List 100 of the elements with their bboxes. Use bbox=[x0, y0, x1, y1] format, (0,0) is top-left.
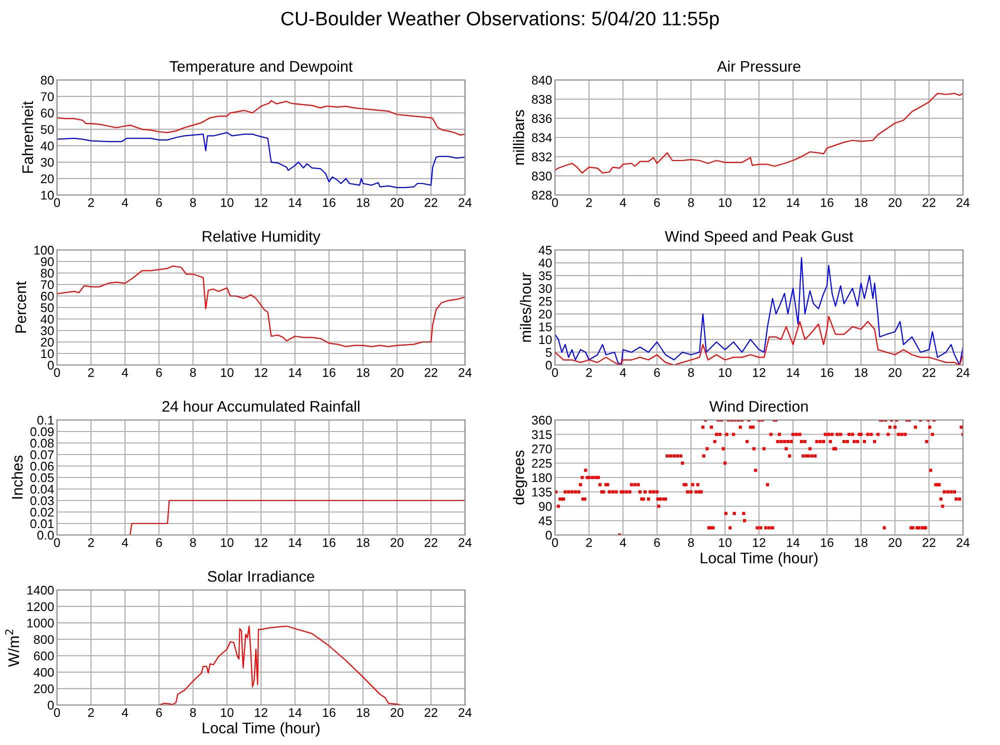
y-tick-label: 834 bbox=[532, 133, 552, 142]
x-tick-label: 4 bbox=[122, 198, 128, 207]
x-tick-label: 24 bbox=[458, 708, 472, 717]
x-tick-label: 4 bbox=[122, 708, 128, 717]
x-tick-label: 12 bbox=[255, 538, 268, 547]
x-axis-title: Local Time (hour) bbox=[202, 722, 320, 736]
x-tick-label: 20 bbox=[390, 198, 404, 207]
x-tick-label: 20 bbox=[888, 198, 902, 207]
x-tick-label: 0 bbox=[54, 708, 60, 717]
y-tick-label: 135 bbox=[532, 488, 552, 497]
y-tick-label: 25 bbox=[538, 296, 552, 306]
y-axis-title: W/m$^{2}$ bbox=[5, 630, 20, 667]
y-tick-label: 832 bbox=[532, 152, 552, 162]
x-tick-label: 24 bbox=[458, 198, 472, 207]
x-tick-label: 12 bbox=[753, 538, 766, 547]
chart-title: Temperature and Dewpoint bbox=[170, 60, 353, 75]
x-tick-label: 16 bbox=[323, 708, 336, 717]
y-tick-label: 360 bbox=[532, 416, 552, 425]
y-tick-label: 315 bbox=[532, 430, 552, 440]
y-tick-label: 0.09 bbox=[30, 427, 54, 436]
x-tick-label: 24 bbox=[956, 538, 970, 547]
x-tick-label: 8 bbox=[688, 368, 694, 377]
x-tick-label: 12 bbox=[753, 198, 766, 207]
line-series bbox=[57, 132, 465, 188]
y-tick-label: 1200 bbox=[27, 602, 54, 612]
y-tick-label: 40 bbox=[40, 314, 54, 324]
x-tick-label: 16 bbox=[323, 198, 336, 207]
x-tick-label: 24 bbox=[458, 368, 472, 377]
y-tick-label: 828 bbox=[532, 190, 552, 200]
x-tick-label: 0 bbox=[54, 198, 60, 207]
x-tick-label: 14 bbox=[289, 368, 302, 377]
x-tick-label: 6 bbox=[654, 538, 660, 547]
y-tick-label: 40 bbox=[40, 142, 54, 150]
x-tick-label: 6 bbox=[156, 538, 162, 547]
y-tick-label: 0.04 bbox=[30, 484, 54, 494]
x-tick-label: 6 bbox=[156, 368, 162, 377]
y-tick-label: 10 bbox=[41, 190, 54, 200]
x-tick-label: 14 bbox=[787, 538, 800, 547]
y-tick-label: 10 bbox=[539, 335, 552, 344]
y-axis-title: Inches bbox=[11, 456, 23, 499]
y-tick-label: 70 bbox=[40, 92, 54, 102]
y-tick-label: 0.07 bbox=[30, 450, 54, 460]
y-tick-label: 838 bbox=[532, 94, 552, 104]
x-tick-label: 14 bbox=[289, 538, 302, 547]
chart-title: Solar Irradiance bbox=[208, 570, 314, 582]
y-tick-label: 0.03 bbox=[30, 496, 54, 506]
x-tick-label: 10 bbox=[221, 538, 234, 547]
x-tick-label: 2 bbox=[586, 198, 592, 207]
text: CU-Boulder Weather Observations: 5/04/20 11:55p bbox=[281, 11, 719, 30]
y-tick-label: 1400 bbox=[27, 586, 54, 595]
y-tick-label: 60 bbox=[40, 108, 54, 118]
chart-title: Wind Direction bbox=[709, 400, 808, 412]
x-tick-label: 24 bbox=[956, 368, 970, 377]
x-tick-label: 18 bbox=[855, 198, 868, 207]
x-tick-label: 18 bbox=[357, 368, 370, 377]
x-tick-label: 0 bbox=[54, 368, 60, 377]
x-tick-label: 16 bbox=[323, 538, 336, 547]
x-tick-label: 12 bbox=[255, 368, 268, 377]
x-tick-label: 18 bbox=[357, 198, 370, 207]
x-tick-label: 4 bbox=[122, 368, 128, 377]
x-tick-label: 4 bbox=[122, 538, 128, 547]
y-tick-label: 20 bbox=[538, 310, 552, 319]
y-tick-label: 30 bbox=[40, 158, 54, 167]
x-tick-label: 16 bbox=[821, 368, 834, 377]
y-tick-label: 40 bbox=[538, 258, 552, 268]
chart-title: Air Pressure bbox=[717, 60, 800, 72]
chart-title: Relative Humidity bbox=[202, 230, 320, 245]
x-tick-label: 2 bbox=[88, 708, 94, 717]
x-tick-label: 12 bbox=[255, 708, 268, 717]
y-tick-label: 200 bbox=[34, 684, 54, 694]
y-tick-label: 50 bbox=[40, 303, 54, 312]
x-tick-label: 0 bbox=[552, 198, 558, 207]
x-tick-label: 10 bbox=[221, 198, 234, 207]
y-tick-label: 800 bbox=[34, 635, 54, 644]
y-tick-label: 0.06 bbox=[30, 462, 54, 471]
x-tick-label: 16 bbox=[821, 198, 834, 207]
x-tick-label: 14 bbox=[787, 368, 800, 377]
y-tick-label: 80 bbox=[40, 268, 54, 278]
x-tick-label: 14 bbox=[289, 198, 302, 207]
y-axis-title: Fahrenheit bbox=[22, 101, 34, 173]
y-tick-label: 0.01 bbox=[30, 519, 54, 528]
x-tick-label: 18 bbox=[855, 368, 868, 377]
x-tick-label: 6 bbox=[654, 198, 660, 207]
x-tick-label: 6 bbox=[156, 708, 162, 717]
x-tick-label: 8 bbox=[190, 198, 196, 207]
y-tick-label: 35 bbox=[538, 271, 552, 280]
x-tick-label: 2 bbox=[88, 198, 94, 207]
x-tick-label: 18 bbox=[357, 538, 370, 547]
x-tick-label: 22 bbox=[424, 198, 438, 207]
y-tick-label: 840 bbox=[532, 76, 552, 85]
x-tick-label: 2 bbox=[586, 368, 592, 377]
y-tick-label: 20 bbox=[40, 338, 54, 347]
x-tick-label: 22 bbox=[922, 538, 936, 547]
x-tick-label: 4 bbox=[620, 198, 626, 207]
y-tick-label: 70 bbox=[40, 280, 54, 290]
line-series bbox=[57, 100, 465, 136]
y-tick-label: 270 bbox=[532, 444, 552, 454]
x-tick-label: 22 bbox=[424, 708, 438, 717]
y-tick-label: 10 bbox=[41, 349, 54, 358]
x-tick-label: 10 bbox=[719, 538, 732, 547]
